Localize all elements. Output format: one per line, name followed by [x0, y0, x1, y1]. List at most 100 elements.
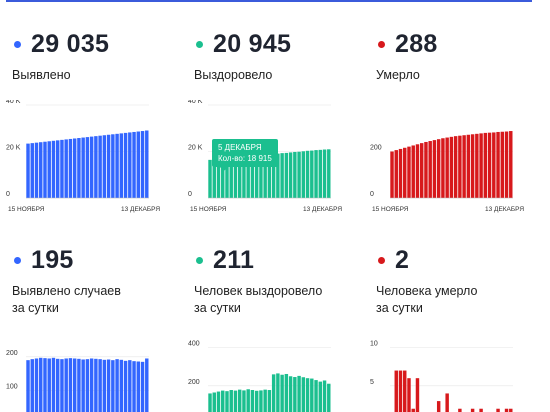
stat-label: Человека умерло за сутки [376, 284, 478, 315]
bar [242, 156, 246, 198]
bar [94, 358, 98, 412]
bar [394, 150, 398, 198]
bar [115, 133, 119, 198]
y-tick-label: 100 [6, 383, 18, 390]
x-tick-label: 15 НОЯБРЯ [8, 206, 45, 213]
bar [415, 378, 420, 412]
bar [212, 159, 216, 198]
bar [436, 401, 441, 412]
bar [305, 150, 310, 198]
y-tick-label: 10 [370, 341, 378, 348]
dot-icon [196, 40, 203, 48]
stat-value: 20 945 [213, 29, 292, 58]
bar [314, 150, 318, 198]
chart-daily-recovered: 200 400 [188, 341, 331, 412]
bar [318, 381, 323, 412]
bar [237, 157, 242, 198]
bar [411, 145, 415, 198]
bar [68, 358, 73, 412]
bar [132, 131, 136, 198]
bar [259, 154, 263, 198]
bar [64, 358, 68, 412]
bar [301, 151, 306, 198]
bar [322, 149, 327, 198]
x-tick-label: 13 ДЕКАБРЯ [485, 206, 524, 213]
y-tick-label: 200 [370, 145, 382, 152]
bar [246, 389, 250, 412]
x-tick-label: 13 ДЕКАБРЯ [121, 206, 160, 213]
y-tick-label: 200 [6, 350, 18, 357]
bar [60, 139, 64, 199]
stat-label: Выявлено [12, 68, 71, 82]
dot-icon [196, 256, 203, 264]
bar [98, 135, 102, 198]
bar [322, 380, 327, 412]
bar [470, 134, 475, 198]
bar [26, 143, 30, 198]
stat-label: Выздоровело [194, 68, 273, 82]
tooltip-value: Кол-во: 18 915 [218, 154, 272, 163]
bar [119, 359, 124, 412]
bar [403, 147, 407, 198]
bar [483, 132, 488, 198]
bar [479, 408, 483, 412]
bar [504, 408, 509, 412]
bar [250, 155, 255, 198]
bar [318, 149, 323, 198]
bar [445, 393, 449, 412]
bar [509, 408, 513, 412]
bar [436, 139, 441, 198]
bar [271, 374, 276, 412]
dot-icon [378, 40, 385, 48]
stat-value: 29 035 [31, 29, 110, 58]
panel-detected: 29 035 Выявлено [12, 27, 184, 84]
bar [267, 154, 272, 198]
y-tick-label: 400 [188, 341, 200, 348]
dot-icon [14, 40, 21, 48]
bar [94, 136, 98, 198]
bar [284, 152, 289, 198]
x-tick-label: 13 ДЕКАБРЯ [303, 206, 342, 213]
x-tick-label: 15 НОЯБРЯ [190, 206, 227, 213]
bar [390, 151, 394, 198]
bar [229, 390, 233, 412]
bar [458, 408, 462, 412]
bar [305, 378, 310, 412]
y-tick-label: 200 [188, 379, 200, 386]
bar [145, 130, 149, 198]
bar [462, 135, 466, 198]
bar [39, 357, 43, 412]
bar [128, 132, 132, 198]
bar [263, 389, 267, 412]
bar [72, 358, 77, 412]
bar [276, 153, 280, 198]
bar [43, 141, 47, 198]
chart-daily-detected: 100 200 [6, 350, 149, 412]
bar [51, 140, 56, 198]
bar [85, 359, 90, 412]
bar [242, 390, 246, 412]
bar [398, 370, 403, 412]
y-tick-label: 0 [370, 191, 374, 198]
bar [314, 380, 318, 412]
bar [276, 373, 280, 412]
bar [432, 140, 437, 198]
bar [119, 133, 124, 198]
panel-died: 288 Умерло [376, 27, 548, 84]
bar [225, 158, 229, 198]
bar [445, 137, 449, 198]
bar [254, 390, 259, 412]
bar [504, 131, 509, 198]
bar [509, 131, 513, 198]
bar [212, 392, 216, 412]
bar [284, 373, 289, 412]
bar [51, 357, 56, 412]
bar [398, 148, 403, 198]
bar [128, 360, 132, 412]
bar [470, 408, 475, 412]
bar [293, 151, 297, 198]
bar [47, 141, 51, 198]
panel-recovered: 20 945 Выздоровело [194, 27, 366, 84]
bar [47, 358, 51, 412]
chart-died: 0 200 15 НОЯБРЯ 13 ДЕКАБРЯ [370, 131, 524, 213]
